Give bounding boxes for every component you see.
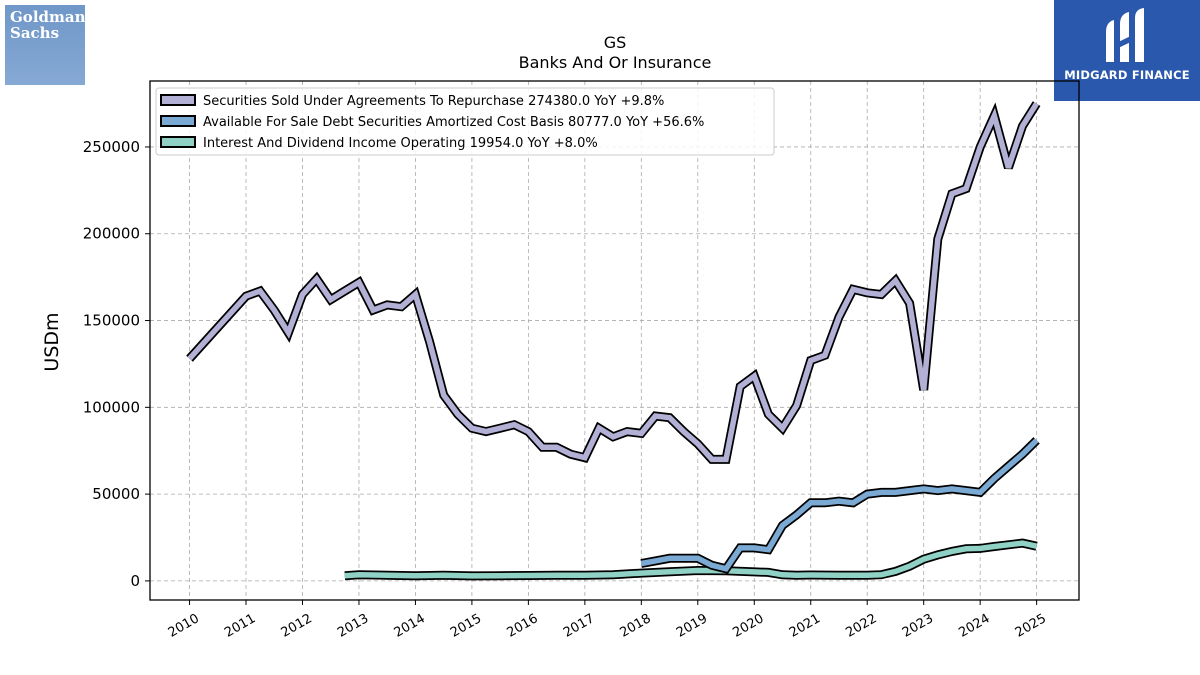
series-lines xyxy=(186,101,1041,581)
midgard-emblem-icon xyxy=(1106,8,1144,62)
x-tick-label: 2025 xyxy=(1013,611,1049,641)
x-tick-label: 2020 xyxy=(730,611,766,641)
legend-swatch xyxy=(160,136,196,148)
logo-line-2: Sachs xyxy=(10,24,60,42)
y-tick-label: 50000 xyxy=(92,485,140,503)
series-line xyxy=(344,540,1038,579)
x-tick-label: 2017 xyxy=(561,611,597,641)
plot-frame xyxy=(149,80,1080,601)
x-tick-label: 2011 xyxy=(222,611,258,641)
x-tick-label: 2021 xyxy=(787,611,823,641)
logo-line-1: Goldman xyxy=(10,8,86,26)
series-line xyxy=(187,102,1039,463)
x-tick-label: 2010 xyxy=(166,611,202,641)
x-tick-label: 2013 xyxy=(335,611,371,641)
x-tick-label: 2024 xyxy=(956,611,992,641)
legend-entry: Available For Sale Debt Securities Amort… xyxy=(203,115,704,130)
legend-frame xyxy=(155,87,775,156)
x-tick-label: 2019 xyxy=(674,611,710,641)
x-tick-label: 2012 xyxy=(279,611,315,641)
grid xyxy=(150,81,1079,600)
x-tick-label: 2023 xyxy=(900,611,936,641)
x-tick-label: 2018 xyxy=(617,611,653,641)
series-line xyxy=(640,438,1039,572)
y-axis-label: USDm xyxy=(41,312,63,371)
midgard-finance-logo: MIDGARD FINANCE xyxy=(1054,0,1200,101)
x-tick-label: 2015 xyxy=(448,611,484,641)
x-tick-label: 2016 xyxy=(505,611,541,641)
y-tick-label: 250000 xyxy=(83,138,140,156)
y-tick-label: 150000 xyxy=(83,312,140,330)
x-tick-label: 2014 xyxy=(392,611,428,641)
goldman-sachs-logo: Goldman Sachs xyxy=(5,5,86,85)
y-tick-label: 200000 xyxy=(83,225,140,243)
midgard-finance-name: MIDGARD FINANCE xyxy=(1064,68,1190,82)
y-tick-label: 0 xyxy=(130,572,140,590)
legend-entry: Securities Sold Under Agreements To Repu… xyxy=(203,94,664,109)
chart-title: GS xyxy=(604,33,627,52)
legend-swatch xyxy=(160,94,196,106)
y-tick-label: 100000 xyxy=(83,398,140,416)
legend: Securities Sold Under Agreements To Repu… xyxy=(155,87,775,156)
x-tick-label: 2022 xyxy=(843,611,879,641)
legend-entry: Interest And Dividend Income Operating 1… xyxy=(203,136,598,151)
legend-swatch xyxy=(160,115,196,127)
chart-subtitle: Banks And Or Insurance xyxy=(519,53,712,72)
